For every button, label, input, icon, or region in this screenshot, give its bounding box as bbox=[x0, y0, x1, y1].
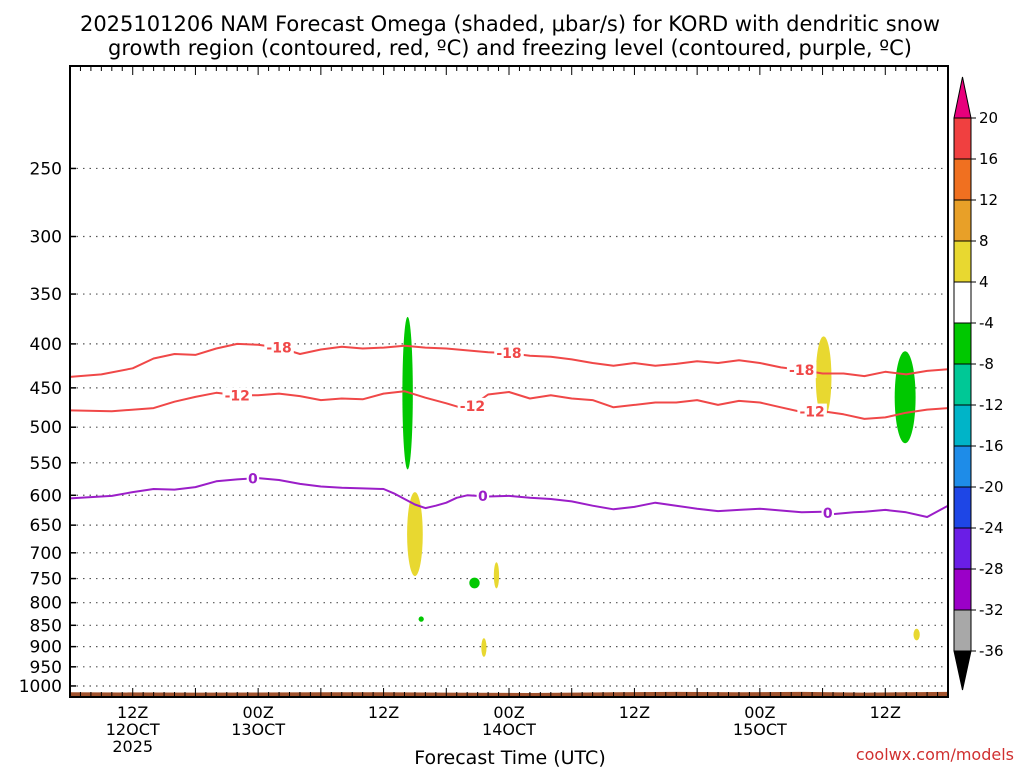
contour-label--18-2: -18 bbox=[789, 363, 814, 379]
colorbar-label-3: 8 bbox=[979, 232, 989, 250]
colorbar-label-11: -28 bbox=[979, 560, 1004, 578]
y-tick-label-1000: 1000 bbox=[19, 677, 62, 697]
contour-label-0-0: 0 bbox=[248, 471, 258, 487]
contour-label-0-2: 0 bbox=[823, 506, 833, 522]
colorbar-label-1: 16 bbox=[979, 150, 998, 168]
y-tick-label-450: 450 bbox=[30, 379, 62, 399]
contour-label--18-0: -18 bbox=[266, 341, 291, 357]
colorbar-box-5 bbox=[953, 322, 972, 365]
y-tick-label-900: 900 bbox=[30, 638, 62, 658]
omega-region-downward-1 bbox=[407, 492, 423, 577]
x-tick-label-0-line2: 12OCT bbox=[106, 720, 160, 739]
y-tick-label-650: 650 bbox=[30, 516, 62, 536]
colorbar-box-12 bbox=[953, 609, 972, 652]
x-tick-label-0-line1: 12Z bbox=[117, 703, 148, 722]
colorbar-label-5: -4 bbox=[979, 314, 994, 332]
omega-region-downward-2 bbox=[815, 336, 832, 419]
y-tick-label-600: 600 bbox=[30, 486, 62, 506]
contour-label--12-2: -12 bbox=[799, 405, 824, 421]
contour-label-bg--12-1 bbox=[457, 397, 488, 414]
plot-area: -18 -18 -18 -12 -12 -12 0 0 0 250 300 350 400 450 500 5… bbox=[19, 65, 949, 756]
omega-region-upward-small-2 bbox=[418, 616, 424, 622]
colorbar-label-6: -8 bbox=[979, 355, 994, 373]
colorbar-label-9: -20 bbox=[979, 478, 1004, 496]
x-tick-label-1-line2: 13OCT bbox=[231, 720, 285, 739]
colorbar-box-0 bbox=[953, 117, 972, 160]
omega-region-downward-3 bbox=[493, 562, 500, 589]
contour-label--12-0: -12 bbox=[225, 388, 250, 404]
contour-label-bg--12-0 bbox=[222, 387, 252, 404]
y-tick-label-300: 300 bbox=[30, 228, 62, 248]
colorbar-box-8 bbox=[953, 445, 972, 488]
x-tick-label-4-line1: 12Z bbox=[619, 703, 650, 722]
y-tick-label-950: 950 bbox=[30, 658, 62, 678]
x-tick-label-2-line1: 12Z bbox=[368, 703, 399, 722]
colorbar-box-9 bbox=[953, 486, 972, 529]
x-tick-label-0-line3: 2025 bbox=[112, 737, 153, 756]
contour-label--18-1: -18 bbox=[496, 346, 521, 362]
colorbar-label-12: -32 bbox=[979, 601, 1004, 619]
colorbar-box-3 bbox=[953, 240, 972, 283]
colorbar-box-6 bbox=[953, 363, 972, 406]
omega-region-upward-strong-2 bbox=[894, 351, 916, 444]
colorbar-box-11 bbox=[953, 568, 972, 611]
contour-label-bg-0-0 bbox=[246, 470, 260, 487]
colorbar-box-10 bbox=[953, 527, 972, 570]
credit-text: coolwx.com/models bbox=[856, 745, 1014, 764]
contour-label-0-1: 0 bbox=[478, 489, 488, 505]
y-tick-label-400: 400 bbox=[30, 335, 62, 355]
colorbar: 20 16 12 8 4 -4 -8 -12 -16 -20 -24 -28 -32 -36 bbox=[953, 76, 1004, 691]
x-tick-label-5-line2: 15OCT bbox=[733, 720, 787, 739]
y-tick-label-500: 500 bbox=[30, 418, 62, 438]
x-tick-label-1-line1: 00Z bbox=[242, 703, 273, 722]
colorbar-box-4 bbox=[953, 281, 972, 324]
omega-region-downward-5 bbox=[913, 628, 920, 641]
chart-title-line1: 2025101206 NAM Forecast Omega (shaded, μ… bbox=[80, 12, 940, 36]
y-tick-label-550: 550 bbox=[30, 454, 62, 474]
y-tick-label-850: 850 bbox=[30, 616, 62, 636]
contour-label-bg--18-1 bbox=[494, 345, 524, 362]
y-tick-label-250: 250 bbox=[30, 159, 62, 179]
colorbar-label-0: 20 bbox=[979, 109, 998, 127]
colorbar-label-8: -16 bbox=[979, 437, 1004, 455]
colorbar-label-10: -24 bbox=[979, 519, 1004, 537]
colorbar-label-4: 4 bbox=[979, 273, 989, 291]
x-axis-label: Forecast Time (UTC) bbox=[414, 747, 605, 768]
x-tick-label-3-line1: 00Z bbox=[493, 703, 524, 722]
contour-label--12-1: -12 bbox=[460, 399, 485, 415]
colorbar-box-7 bbox=[953, 404, 972, 447]
y-tick-label-750: 750 bbox=[30, 570, 62, 590]
colorbar-label-13: -36 bbox=[979, 642, 1004, 660]
contour-label-bg--18-2 bbox=[786, 362, 817, 379]
colorbar-box-1 bbox=[953, 158, 972, 201]
y-tick-label-800: 800 bbox=[30, 594, 62, 614]
contour-label-bg--18-0 bbox=[264, 339, 294, 356]
y-tick-label-350: 350 bbox=[30, 285, 62, 305]
y-tick-label-700: 700 bbox=[30, 544, 62, 564]
omega-region-upward-small-1 bbox=[469, 577, 480, 589]
x-tick-label-5-line1: 00Z bbox=[744, 703, 775, 722]
contour-label-bg-0-1 bbox=[476, 488, 490, 505]
colorbar-bottom-triangle bbox=[953, 650, 972, 691]
x-tick-label-3-line2: 14OCT bbox=[482, 720, 536, 739]
omega-region-downward-4 bbox=[481, 638, 487, 657]
contour-label-bg--12-2 bbox=[797, 403, 827, 420]
colorbar-label-2: 12 bbox=[979, 191, 998, 209]
chart-title-line2: growth region (contoured, red, ºC) and f… bbox=[108, 36, 912, 60]
colorbar-label-7: -12 bbox=[979, 396, 1004, 414]
contour-label-bg-0-2 bbox=[821, 504, 835, 521]
x-tick-label-6-line1: 12Z bbox=[870, 703, 901, 722]
colorbar-box-2 bbox=[953, 199, 972, 242]
